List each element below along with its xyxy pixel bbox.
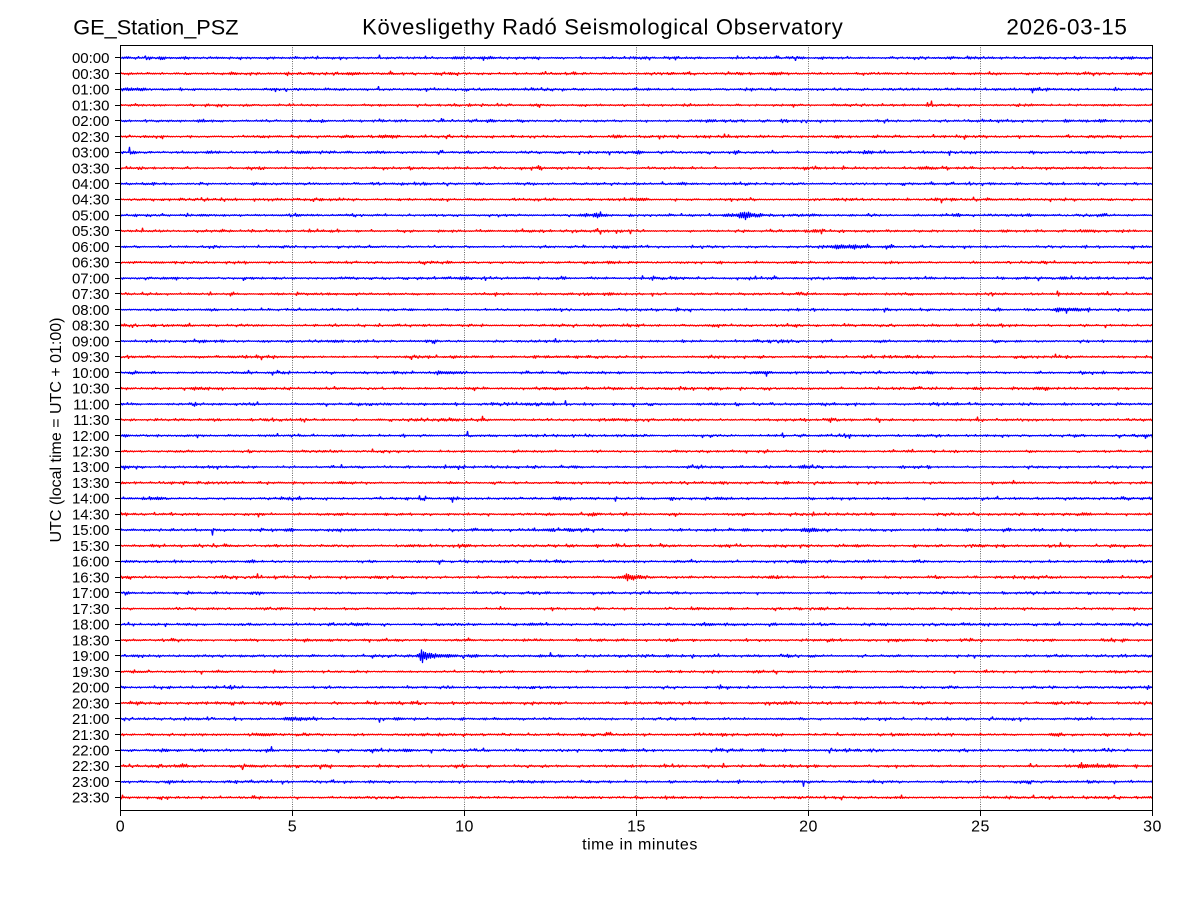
svg-text:08:00: 08:00 [72,302,110,319]
svg-text:21:30: 21:30 [72,727,110,744]
svg-text:19:00: 19:00 [72,648,110,665]
svg-text:07:30: 07:30 [72,286,110,303]
svg-text:05:30: 05:30 [72,223,110,240]
svg-text:25: 25 [971,819,990,836]
svg-text:12:00: 12:00 [72,428,110,445]
svg-text:07:00: 07:00 [72,270,110,287]
svg-text:0: 0 [116,819,125,836]
svg-text:17:00: 17:00 [72,585,110,602]
svg-text:16:30: 16:30 [72,569,110,586]
svg-text:15:30: 15:30 [72,538,110,555]
svg-text:21:00: 21:00 [72,711,110,728]
svg-text:10: 10 [455,819,474,836]
svg-text:14:30: 14:30 [72,506,110,523]
svg-text:23:30: 23:30 [72,790,110,807]
svg-text:11:00: 11:00 [73,396,109,413]
svg-text:04:00: 04:00 [72,176,110,193]
svg-text:11:30: 11:30 [73,412,109,429]
svg-text:08:30: 08:30 [72,318,110,335]
svg-text:23:00: 23:00 [72,774,110,791]
svg-text:06:00: 06:00 [72,239,110,256]
svg-text:16:00: 16:00 [72,554,110,571]
svg-text:14:00: 14:00 [72,491,110,508]
svg-text:20: 20 [799,819,818,836]
svg-text:01:00: 01:00 [72,82,110,99]
svg-text:02:00: 02:00 [72,113,110,130]
svg-text:03:30: 03:30 [72,160,110,177]
svg-text:17:30: 17:30 [72,601,110,618]
svg-text:09:30: 09:30 [72,349,110,366]
svg-text:09:00: 09:00 [72,333,110,350]
svg-text:time in minutes: time in minutes [582,837,698,854]
svg-text:13:00: 13:00 [72,459,110,476]
svg-text:10:30: 10:30 [72,381,110,398]
svg-text:02:30: 02:30 [72,129,110,146]
svg-text:UTC (local time = UTC + 01:00): UTC (local time = UTC + 01:00) [48,318,65,543]
svg-text:12:30: 12:30 [72,444,110,461]
svg-text:20:30: 20:30 [72,695,110,712]
svg-text:18:30: 18:30 [72,632,110,649]
svg-text:19:30: 19:30 [72,664,110,681]
svg-text:22:00: 22:00 [72,743,110,760]
svg-text:20:00: 20:00 [72,680,110,697]
svg-text:GE_Station_PSZ: GE_Station_PSZ [73,15,238,40]
svg-text:5: 5 [288,819,297,836]
svg-text:Kövesligethy Radó Seismologica: Kövesligethy Radó Seismological Observat… [362,15,843,40]
svg-text:2026-03-15: 2026-03-15 [1006,15,1127,40]
svg-text:05:00: 05:00 [72,208,110,225]
svg-text:00:30: 00:30 [72,66,110,83]
svg-text:00:00: 00:00 [72,50,110,67]
svg-text:04:30: 04:30 [72,192,110,209]
svg-text:30: 30 [1143,819,1162,836]
svg-text:10:00: 10:00 [72,365,110,382]
svg-text:15:00: 15:00 [72,522,110,539]
svg-text:15: 15 [627,819,646,836]
svg-text:13:30: 13:30 [72,475,110,492]
svg-text:06:30: 06:30 [72,255,110,272]
svg-text:03:00: 03:00 [72,145,110,162]
svg-text:18:00: 18:00 [72,617,110,634]
svg-text:22:30: 22:30 [72,758,110,775]
svg-text:01:30: 01:30 [72,97,110,114]
